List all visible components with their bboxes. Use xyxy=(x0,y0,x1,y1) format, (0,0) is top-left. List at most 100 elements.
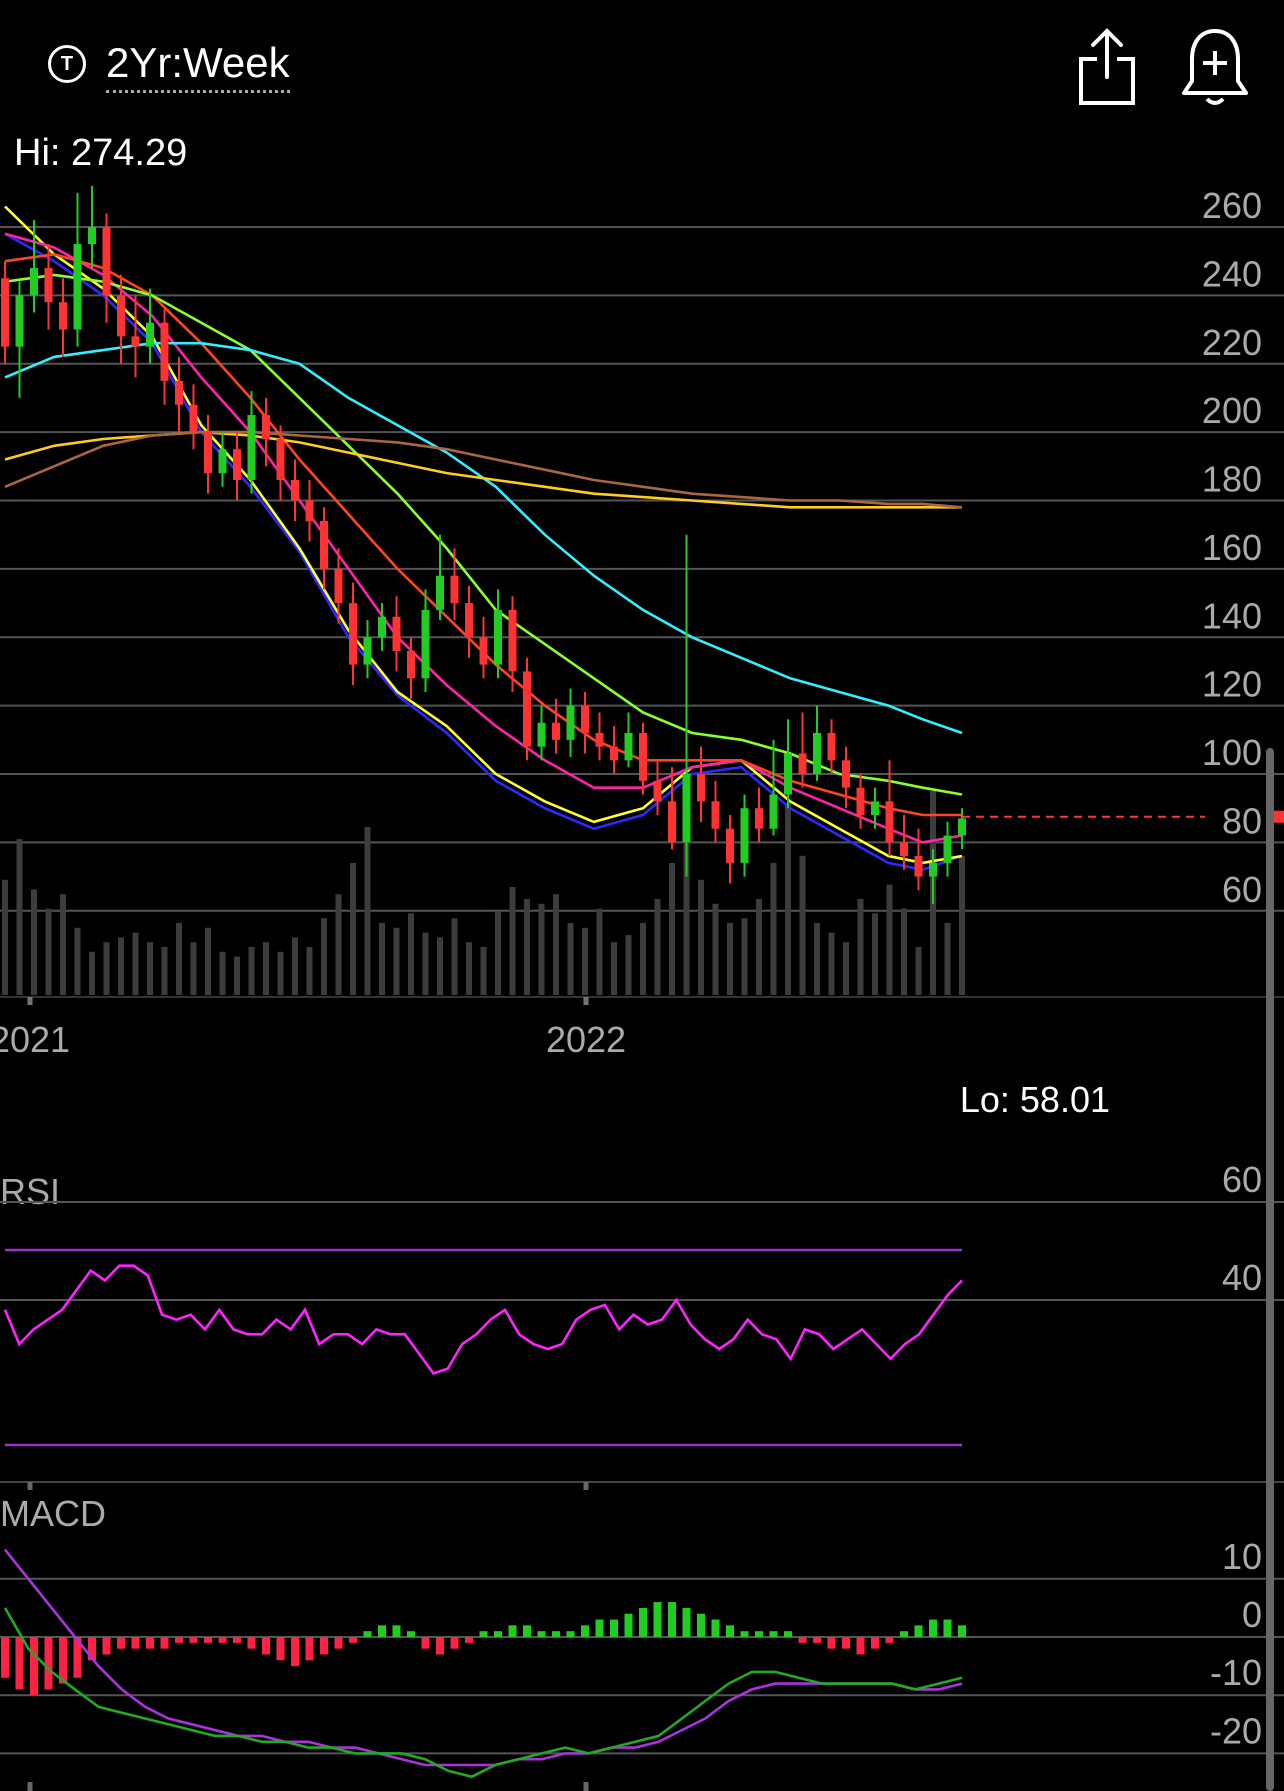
macd-histogram-bar xyxy=(958,1625,966,1637)
volume-bar xyxy=(596,908,603,995)
price-tick-label: 200 xyxy=(1202,390,1262,431)
volume-bar xyxy=(89,951,95,995)
macd-histogram-bar xyxy=(914,1625,923,1637)
moving-average-line xyxy=(4,232,963,872)
macd-histogram-bar xyxy=(146,1637,154,1649)
price-tick-label: 180 xyxy=(1202,459,1262,500)
candle-body xyxy=(392,616,401,651)
macd-histogram-bar xyxy=(610,1619,618,1637)
ticker-icon[interactable]: T xyxy=(48,45,86,83)
volume-bar xyxy=(654,899,661,995)
volume-bar xyxy=(944,923,951,995)
macd-histogram-bar xyxy=(769,1631,778,1637)
macd-histogram-bar xyxy=(566,1631,575,1637)
candle-body xyxy=(784,753,792,795)
x-tick-label: 2022 xyxy=(546,1019,626,1060)
macd-histogram-bar xyxy=(827,1637,836,1649)
volume-bar xyxy=(640,923,646,995)
candle-body xyxy=(755,808,763,829)
macd-histogram-bar xyxy=(30,1637,38,1696)
moving-average-line xyxy=(4,341,963,735)
candle-body xyxy=(523,671,531,747)
candle-body xyxy=(682,774,691,843)
volume-bar xyxy=(234,956,240,995)
volume-bar xyxy=(770,863,777,995)
candle-body xyxy=(160,322,169,381)
volume-bar xyxy=(60,894,66,995)
macd-histogram-bar xyxy=(131,1637,140,1649)
candle-body xyxy=(73,244,82,330)
volume-bar xyxy=(509,887,516,995)
candle-body xyxy=(44,268,53,303)
moving-average-line xyxy=(4,232,963,844)
macd-histogram-bar xyxy=(552,1631,560,1637)
candle-body xyxy=(581,705,589,733)
volume-bar xyxy=(814,923,820,995)
period-selector[interactable]: 2Yr:Week xyxy=(106,38,290,93)
candle-body xyxy=(378,616,386,638)
macd-signal-line xyxy=(3,1548,963,1767)
macd-histogram-bar xyxy=(740,1631,749,1637)
candle-body xyxy=(958,818,966,836)
volume-bar xyxy=(321,918,327,995)
macd-line xyxy=(3,1607,963,1779)
moving-average-line xyxy=(4,430,963,509)
volume-bar xyxy=(625,935,632,995)
macd-histogram-bar xyxy=(537,1631,546,1637)
macd-histogram-bar xyxy=(276,1637,285,1661)
candle-body xyxy=(711,801,720,829)
macd-histogram-bar xyxy=(929,1619,937,1637)
macd-tick-label: -10 xyxy=(1210,1652,1262,1693)
candle-body xyxy=(653,780,662,802)
macd-histogram-bar xyxy=(204,1637,212,1643)
volume-bar xyxy=(828,932,835,995)
volume-bar xyxy=(422,932,429,995)
macd-histogram-bar xyxy=(726,1625,734,1637)
price-tick-label: 260 xyxy=(1202,185,1262,226)
macd-histogram-bar xyxy=(262,1637,270,1655)
volume-bar xyxy=(31,889,37,995)
candle-body xyxy=(204,432,212,474)
volume-bar xyxy=(132,932,139,995)
macd-histogram-bar xyxy=(392,1625,401,1637)
macd-histogram-bar xyxy=(363,1631,372,1637)
candle-body xyxy=(247,415,256,480)
macd-histogram-bar xyxy=(436,1637,444,1655)
candle-body xyxy=(798,753,807,774)
volume-bar xyxy=(872,913,878,995)
volume-bar xyxy=(147,942,153,995)
macd-histogram-bar xyxy=(349,1637,357,1643)
volume-bar xyxy=(567,923,574,995)
price-tick-label: 240 xyxy=(1202,253,1262,294)
candle-body xyxy=(552,722,560,740)
candle-body xyxy=(769,794,778,829)
volume-bar xyxy=(350,863,356,995)
volume-bar xyxy=(959,855,965,995)
volume-bar xyxy=(538,903,545,995)
macd-histogram-bar xyxy=(320,1637,328,1655)
bell-plus-icon[interactable] xyxy=(1180,25,1250,109)
rsi-line xyxy=(3,1264,963,1376)
volume-bar xyxy=(16,839,23,995)
candle-body xyxy=(1,278,9,347)
candle-body xyxy=(827,732,836,761)
macd-histogram-bar xyxy=(682,1607,691,1637)
macd-tick-label: -20 xyxy=(1210,1710,1262,1751)
volume-bar xyxy=(451,918,458,995)
volume-bar xyxy=(785,803,791,995)
macd-histogram-bar xyxy=(407,1631,415,1637)
macd-histogram-bar xyxy=(465,1637,473,1643)
candle-body xyxy=(175,380,183,405)
low-price-label: Lo: 58.01 xyxy=(960,1079,1110,1120)
macd-histogram-bar xyxy=(508,1625,517,1637)
price-tick-label: 100 xyxy=(1202,732,1262,773)
share-icon[interactable] xyxy=(1075,25,1139,109)
volume-bar xyxy=(582,927,588,995)
candle-body xyxy=(668,801,676,843)
candle-body xyxy=(508,609,517,672)
candle-body xyxy=(305,500,314,522)
macd-histogram-bar xyxy=(117,1637,125,1649)
volume-bar xyxy=(219,951,226,995)
macd-histogram-bar xyxy=(378,1625,386,1637)
